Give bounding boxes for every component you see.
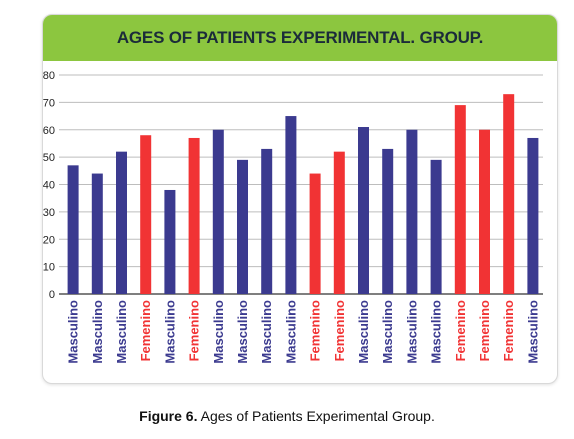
category-label: Femenino	[308, 300, 323, 361]
caption-text: Ages of Patients Experimental Group.	[197, 408, 435, 424]
y-tick-label: 40	[43, 180, 55, 192]
y-axis-ticks: 80 70 60 50 40 30 20 10 0	[43, 70, 55, 301]
bar-femenino	[333, 151, 345, 294]
caption-label: Figure 6.	[139, 408, 198, 424]
category-label: Masculino	[380, 300, 395, 364]
chart-card: AGES OF PATIENTS EXPERIMENTAL. GROUP. 80…	[42, 14, 558, 384]
category-label: Femenino	[453, 300, 468, 361]
y-tick-label: 0	[49, 289, 55, 301]
chart-title: AGES OF PATIENTS EXPERIMENTAL. GROUP.	[116, 28, 484, 47]
bar-masculino	[430, 159, 442, 294]
y-tick-label: 80	[43, 70, 55, 82]
category-label: Femenino	[187, 300, 202, 361]
y-tick-label: 70	[43, 97, 55, 109]
category-label: Masculino	[162, 300, 177, 364]
bar-femenino	[479, 129, 490, 294]
grid-lines	[59, 74, 543, 295]
bar-masculino	[285, 116, 297, 294]
bar-masculino	[406, 129, 418, 294]
category-labels: Masculino Masculino Masculino Femenino Mascu…	[66, 300, 541, 364]
category-label: Masculino	[90, 300, 105, 364]
bar-femenino	[454, 105, 466, 294]
category-label: Masculino	[525, 300, 540, 364]
category-label: Masculino	[211, 300, 226, 364]
bar-masculino	[237, 159, 248, 294]
category-label: Masculino	[356, 300, 371, 364]
category-label: Masculino	[114, 300, 129, 364]
category-label: Femenino	[332, 300, 347, 361]
bar-masculino	[116, 151, 127, 294]
bars	[67, 94, 539, 294]
bar-masculino	[67, 165, 79, 294]
y-tick-label: 10	[43, 262, 55, 274]
category-label: Masculino	[429, 300, 444, 364]
category-label: Masculino	[235, 300, 250, 364]
bar-masculino	[358, 127, 369, 294]
category-label: Masculino	[66, 300, 81, 364]
category-label: Femenino	[501, 300, 516, 361]
category-label: Masculino	[259, 300, 274, 364]
bar-femenino	[503, 94, 515, 294]
y-tick-label: 30	[43, 207, 55, 219]
category-label: Femenino	[477, 300, 492, 361]
bar-femenino	[188, 137, 200, 294]
bar-masculino	[164, 189, 176, 294]
y-tick-label: 50	[43, 152, 55, 164]
y-tick-label: 20	[43, 234, 55, 246]
y-tick-label: 60	[43, 125, 55, 137]
title-band: AGES OF PATIENTS EXPERIMENTAL. GROUP.	[43, 15, 557, 61]
bar-masculino	[382, 148, 394, 294]
bar-femenino	[140, 135, 152, 294]
category-label: Masculino	[283, 300, 298, 364]
figure-caption: Figure 6. Ages of Patients Experimental …	[0, 408, 574, 424]
bar-masculino	[91, 173, 103, 294]
bar-masculino	[527, 137, 539, 294]
bar-masculino	[212, 129, 224, 294]
bar-masculino	[261, 148, 273, 294]
category-label: Femenino	[138, 300, 153, 361]
bar-femenino	[309, 173, 321, 294]
category-label: Masculino	[404, 300, 419, 364]
